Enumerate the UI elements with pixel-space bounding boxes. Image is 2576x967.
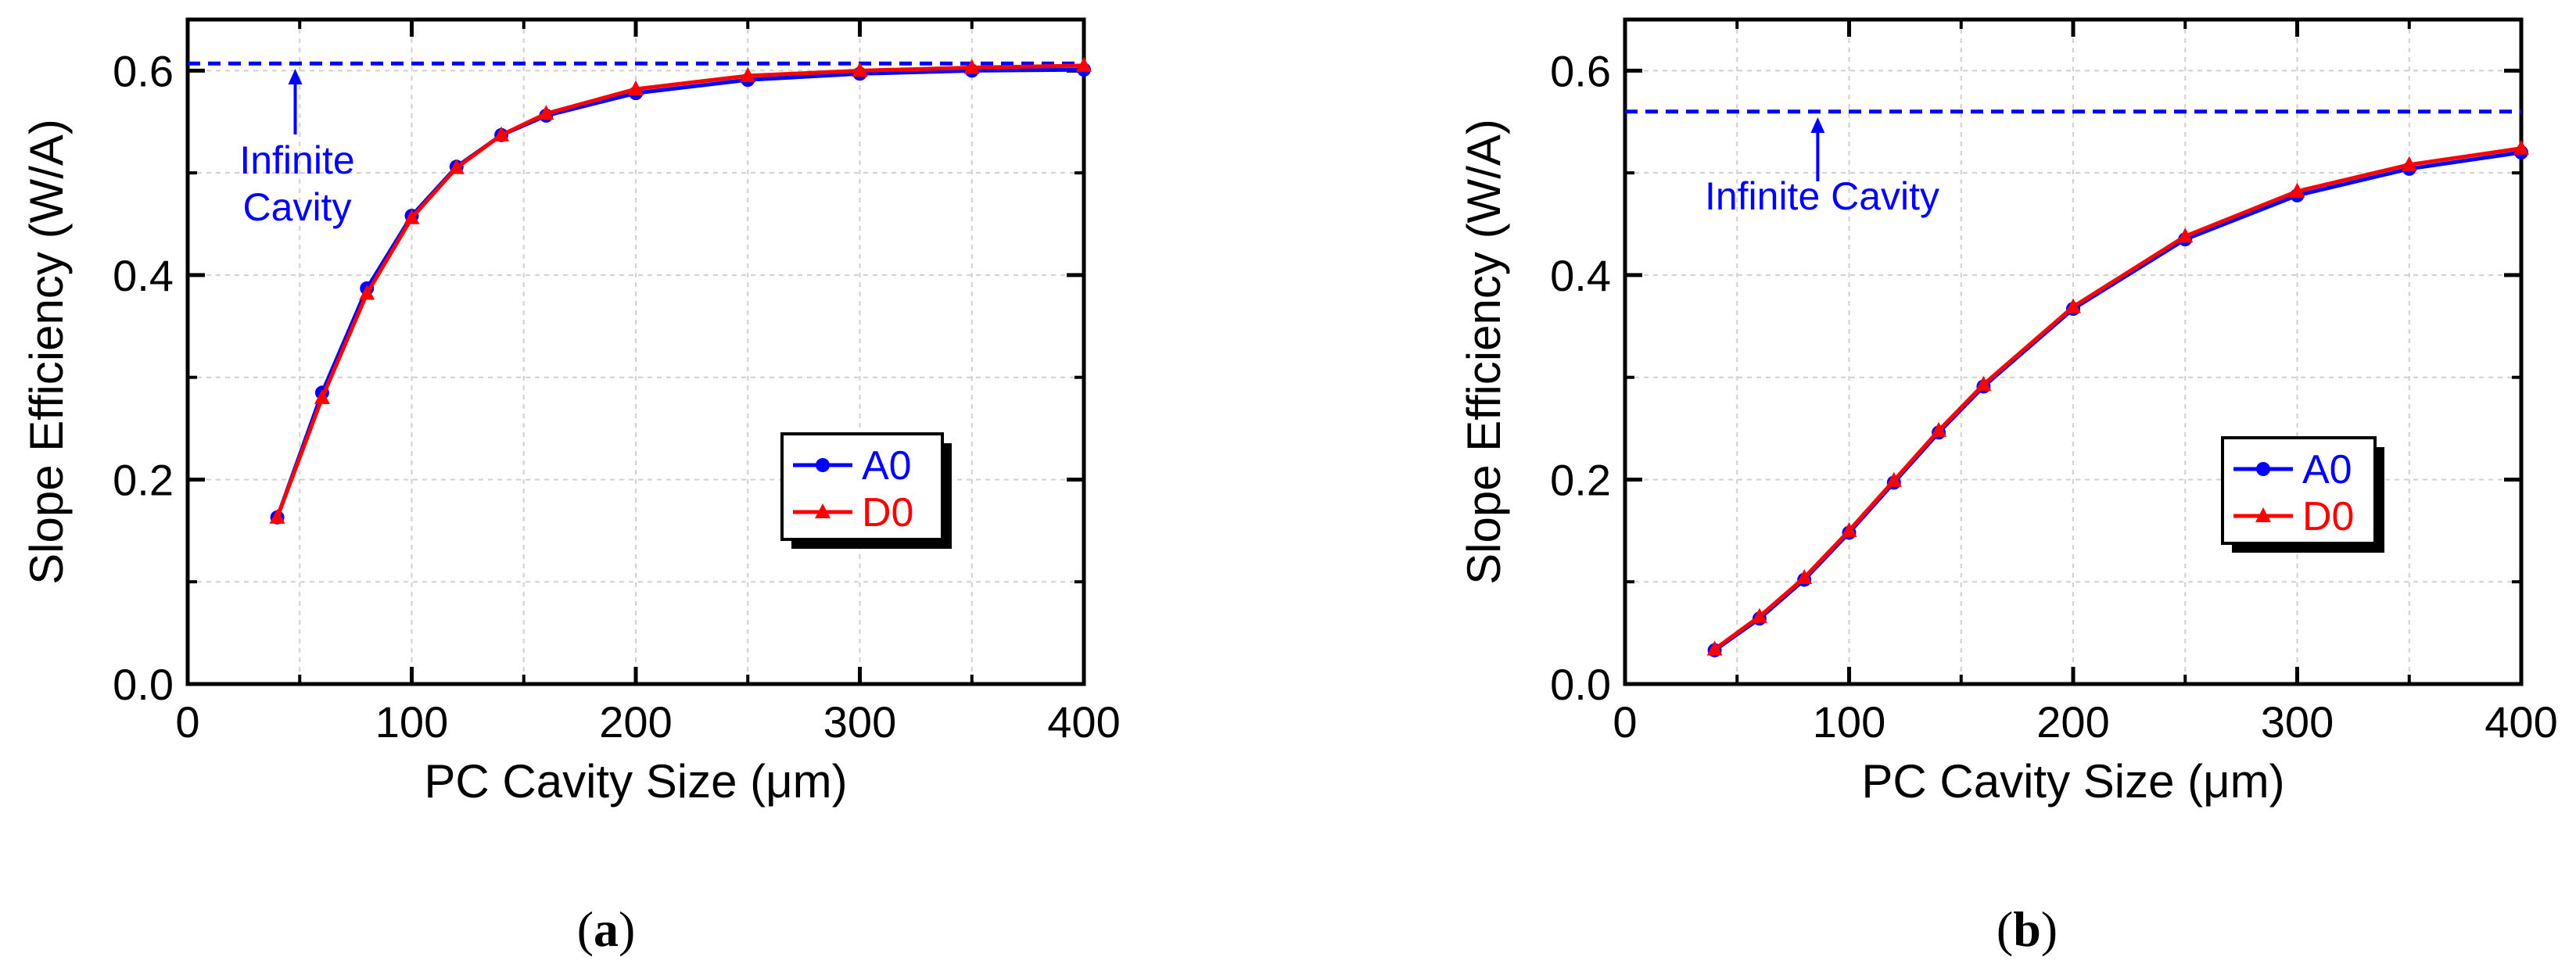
series-a0 bbox=[270, 63, 1091, 525]
data-point-d0 bbox=[538, 105, 554, 120]
data-point-d0 bbox=[2513, 139, 2529, 155]
x-tick-label: 0 bbox=[1613, 697, 1637, 747]
series-line-d0 bbox=[275, 63, 1085, 518]
gridlines bbox=[1625, 20, 2521, 684]
x-tick-label: 300 bbox=[823, 697, 896, 747]
legend-marker-icon bbox=[816, 458, 830, 472]
data-point-d0 bbox=[2065, 298, 2081, 313]
x-tick-label: 100 bbox=[1813, 697, 1885, 747]
arrow-head-icon bbox=[1810, 117, 1825, 133]
legend-label-d0: D0 bbox=[2302, 494, 2354, 539]
x-tick-label: 200 bbox=[2036, 697, 2109, 747]
series-line-a0 bbox=[275, 67, 1085, 518]
y-tick-label: 0.6 bbox=[1550, 46, 1611, 95]
data-point-d0 bbox=[1751, 607, 1767, 623]
data-point-d0 bbox=[493, 126, 510, 141]
y-tick-label: 0.0 bbox=[1550, 660, 1611, 709]
data-point-d0 bbox=[448, 159, 465, 174]
x-tick-label: 200 bbox=[599, 697, 672, 747]
data-point-d0 bbox=[1975, 375, 1992, 391]
caption-letter: b bbox=[2013, 901, 2041, 957]
series-d0 bbox=[269, 56, 1092, 524]
figure-caption: (b) bbox=[1997, 901, 2058, 957]
y-tick-label: 0.6 bbox=[113, 46, 174, 95]
infinite-cavity-label: Cavity bbox=[243, 185, 352, 229]
data-point-d0 bbox=[1841, 521, 1857, 537]
x-tick-label: 400 bbox=[2485, 697, 2557, 747]
chart-panel-b: 0 100 200 300 400 0.0 0.2 0.4 0.6 PC Cavity Size … bbox=[1458, 17, 2558, 957]
gridlines bbox=[188, 20, 1084, 684]
data-point-d0 bbox=[2401, 156, 2417, 171]
data-point-d0 bbox=[314, 389, 330, 404]
legend-box bbox=[2221, 436, 2377, 545]
chart-panel-a: 0 100 200 300 400 0.0 0.2 0.4 0.6 PC Cavity Size … bbox=[20, 17, 1121, 957]
x-tick-label: 0 bbox=[175, 697, 199, 747]
y-tick-label: 0.2 bbox=[1550, 455, 1611, 504]
x-tick-label: 300 bbox=[2261, 697, 2334, 747]
y-tick-label: 0.2 bbox=[113, 455, 174, 504]
caption-paren-open: ( bbox=[577, 901, 594, 957]
data-point-d0 bbox=[852, 62, 868, 77]
data-point-d0 bbox=[359, 285, 375, 300]
data-point-d0 bbox=[628, 80, 644, 95]
caption-paren-open: ( bbox=[1997, 901, 2013, 957]
series-line-a0 bbox=[1713, 150, 2522, 652]
data-point-d0 bbox=[1931, 421, 1947, 437]
data-point-d0 bbox=[404, 209, 420, 224]
legend-label-a0: A0 bbox=[862, 443, 912, 489]
data-point-d0 bbox=[740, 66, 756, 82]
legend-marker-icon bbox=[2255, 507, 2271, 522]
legend-marker-icon bbox=[2256, 462, 2270, 476]
legend-label-a0: A0 bbox=[2302, 447, 2352, 492]
legend-marker-icon bbox=[815, 503, 831, 518]
infinite-cavity-label: Infinite Cavity bbox=[1705, 174, 1939, 218]
x-axis-label: PC Cavity Size (μm) bbox=[1861, 755, 2284, 808]
data-point-d0 bbox=[1796, 569, 1813, 584]
data-point-d0 bbox=[1076, 56, 1092, 72]
data-point-d0 bbox=[1885, 471, 1902, 487]
legend-box bbox=[780, 432, 944, 541]
y-tick-label: 0.4 bbox=[113, 251, 174, 300]
data-point-d0 bbox=[269, 508, 285, 524]
series-a0 bbox=[1707, 145, 2528, 657]
series-line-d0 bbox=[1713, 146, 2522, 651]
x-tick-label: 400 bbox=[1047, 697, 1120, 747]
y-tick-label: 0.0 bbox=[113, 660, 174, 709]
data-point-d0 bbox=[2289, 182, 2305, 198]
caption-letter: a bbox=[594, 901, 619, 957]
x-axis-label: PC Cavity Size (μm) bbox=[424, 755, 847, 808]
y-axis-label: Slope Efficiency (W/A) bbox=[1458, 119, 1510, 585]
x-tick-label: 100 bbox=[375, 697, 448, 747]
caption-paren-close: ) bbox=[619, 901, 635, 957]
caption-paren-close: ) bbox=[2041, 901, 2058, 957]
y-axis-label: Slope Efficiency (W/A) bbox=[20, 119, 73, 585]
figure-caption: (a) bbox=[577, 901, 636, 957]
data-point-d0 bbox=[2177, 227, 2194, 243]
infinite-cavity-label: Infinite bbox=[239, 138, 354, 182]
data-point-d0 bbox=[1706, 640, 1723, 656]
series-d0 bbox=[1706, 139, 2529, 656]
data-point-d0 bbox=[963, 59, 980, 74]
legend-label-d0: D0 bbox=[862, 490, 913, 535]
y-tick-label: 0.4 bbox=[1550, 251, 1611, 300]
arrow-head-icon bbox=[288, 69, 303, 84]
